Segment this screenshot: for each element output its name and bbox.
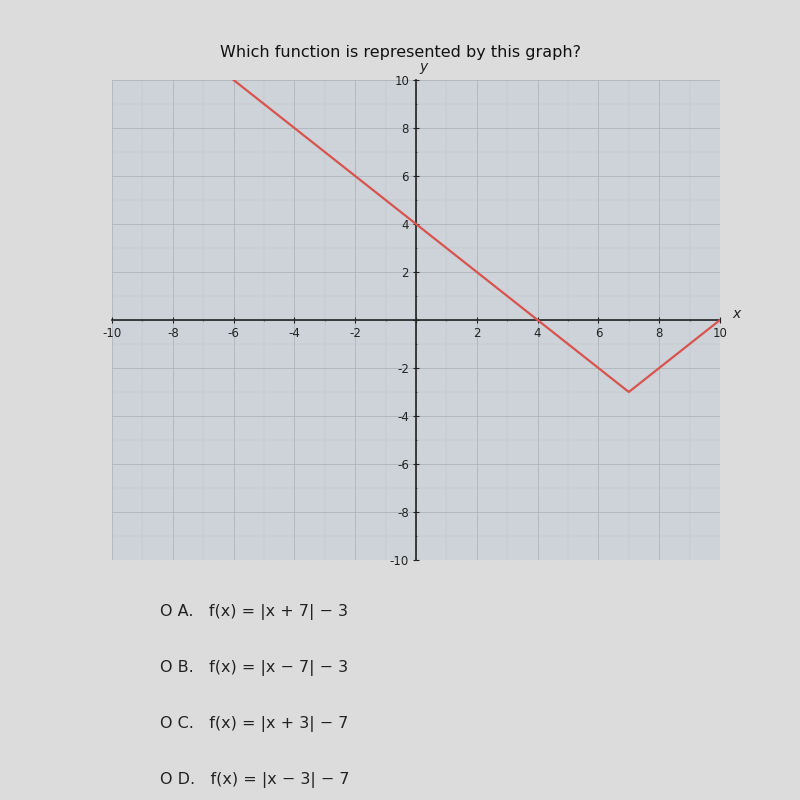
Text: O B.   f(x) = |x − 7| − 3: O B. f(x) = |x − 7| − 3: [160, 660, 348, 676]
Text: Which function is represented by this graph?: Which function is represented by this gr…: [219, 45, 581, 59]
Text: x: x: [733, 307, 741, 321]
Text: O C.   f(x) = |x + 3| − 7: O C. f(x) = |x + 3| − 7: [160, 716, 348, 732]
Text: O A.   f(x) = |x + 7| − 3: O A. f(x) = |x + 7| − 3: [160, 604, 348, 620]
Text: O D.   f(x) = |x − 3| − 7: O D. f(x) = |x − 3| − 7: [160, 772, 350, 788]
Text: y: y: [419, 60, 428, 74]
